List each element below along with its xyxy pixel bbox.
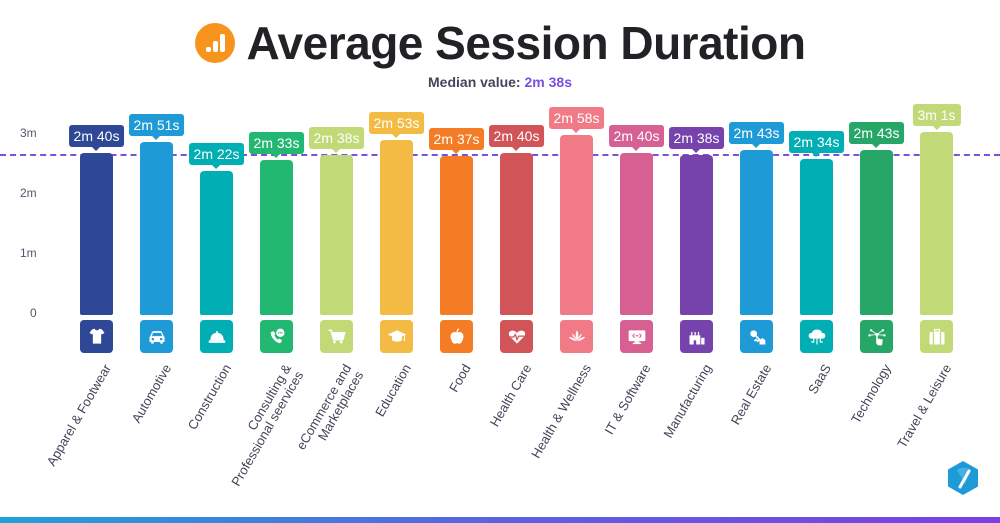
median-label: Median value:	[428, 74, 521, 90]
monitor-code-icon	[620, 320, 653, 353]
y-tick-label: 0	[30, 306, 37, 320]
category-label: Real Estate	[727, 361, 775, 428]
bar	[800, 159, 833, 315]
median-value: 2m 38s	[524, 74, 572, 90]
bottom-gradient-bar	[0, 517, 1000, 523]
bar	[200, 171, 233, 315]
hard-hat-icon	[200, 320, 233, 353]
y-tick-label: 2m	[20, 186, 37, 200]
category-label: Consulting & Professional seervices	[228, 361, 307, 489]
phone-chat-icon	[260, 320, 293, 353]
touch-network-icon	[860, 320, 893, 353]
car-icon	[140, 320, 173, 353]
category-label: Apparel & Footwear	[43, 361, 115, 469]
y-tick-label: 1m	[20, 246, 37, 260]
value-label: 2m 40s	[68, 125, 125, 151]
bar	[620, 153, 653, 315]
value-label: 2m 40s	[488, 125, 545, 151]
value-label: 2m 43s	[848, 122, 905, 148]
category-label: Education	[372, 361, 414, 420]
bar	[920, 132, 953, 315]
value-label: 2m 53s	[368, 112, 425, 138]
lotus-icon	[560, 320, 593, 353]
value-label: 2m 34s	[788, 131, 845, 157]
bar	[440, 156, 473, 315]
value-label: 2m 43s	[728, 122, 785, 148]
category-label: Construction	[184, 361, 235, 433]
bar	[80, 153, 113, 315]
value-label: 2m 38s	[668, 127, 725, 153]
bar	[680, 155, 713, 315]
factory-icon	[680, 320, 713, 353]
value-label: 3m 1s	[912, 104, 961, 130]
value-label: 2m 33s	[248, 132, 305, 158]
heartbeat-icon	[500, 320, 533, 353]
suitcase-icon	[920, 320, 953, 353]
analytics-bar-icon	[194, 23, 235, 63]
tshirt-icon	[80, 320, 113, 353]
bar	[140, 142, 173, 315]
graduation-cap-icon	[380, 320, 413, 353]
category-label: Manufacturing	[660, 361, 715, 441]
value-label: 2m 40s	[608, 125, 665, 151]
category-label: Health & Wellness	[528, 361, 595, 461]
category-label: Health Care	[486, 361, 535, 430]
value-label: 2m 58s	[548, 107, 605, 133]
bar	[860, 150, 893, 315]
value-label: 2m 38s	[308, 127, 365, 153]
category-label: Travel & Leisure	[894, 361, 955, 451]
bar	[380, 140, 413, 315]
bar	[500, 153, 533, 315]
chart-title: Average Session Duration	[246, 17, 806, 69]
bar	[740, 150, 773, 315]
hexagon-gauge-icon	[948, 461, 978, 495]
bar	[320, 155, 353, 315]
cart-icon	[320, 320, 353, 353]
value-label: 2m 22s	[188, 143, 245, 169]
category-label: Technology	[848, 361, 894, 426]
category-label: Food	[445, 361, 474, 395]
value-label: 2m 37s	[428, 128, 485, 154]
chart-subtitle: Median value: 2m 38s	[0, 74, 1000, 90]
category-label: Automotive	[128, 361, 175, 426]
y-tick-label: 3m	[20, 126, 37, 140]
key-house-icon	[740, 320, 773, 353]
value-label: 2m 51s	[128, 114, 185, 140]
bar	[560, 135, 593, 315]
apple-icon	[440, 320, 473, 353]
category-label: IT & Software	[601, 361, 654, 437]
cloud-network-icon	[800, 320, 833, 353]
bar	[260, 160, 293, 315]
title-row: Average Session Duration	[0, 12, 1000, 74]
category-label: SaaS	[805, 361, 834, 397]
